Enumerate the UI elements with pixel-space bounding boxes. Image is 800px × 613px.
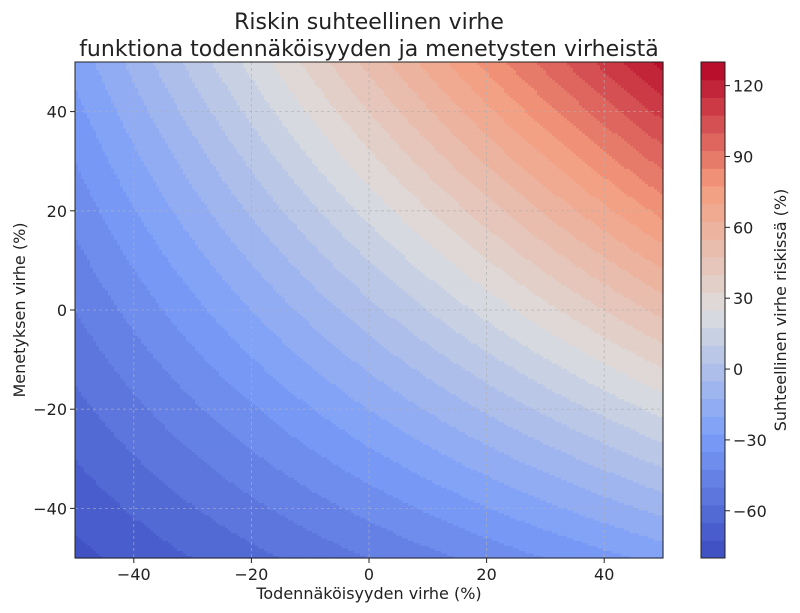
chart-title-line1: Riskin suhteellinen virhe (234, 10, 504, 35)
chart-title-line2: funktiona todennäköisyyden ja menetysten… (79, 37, 659, 62)
